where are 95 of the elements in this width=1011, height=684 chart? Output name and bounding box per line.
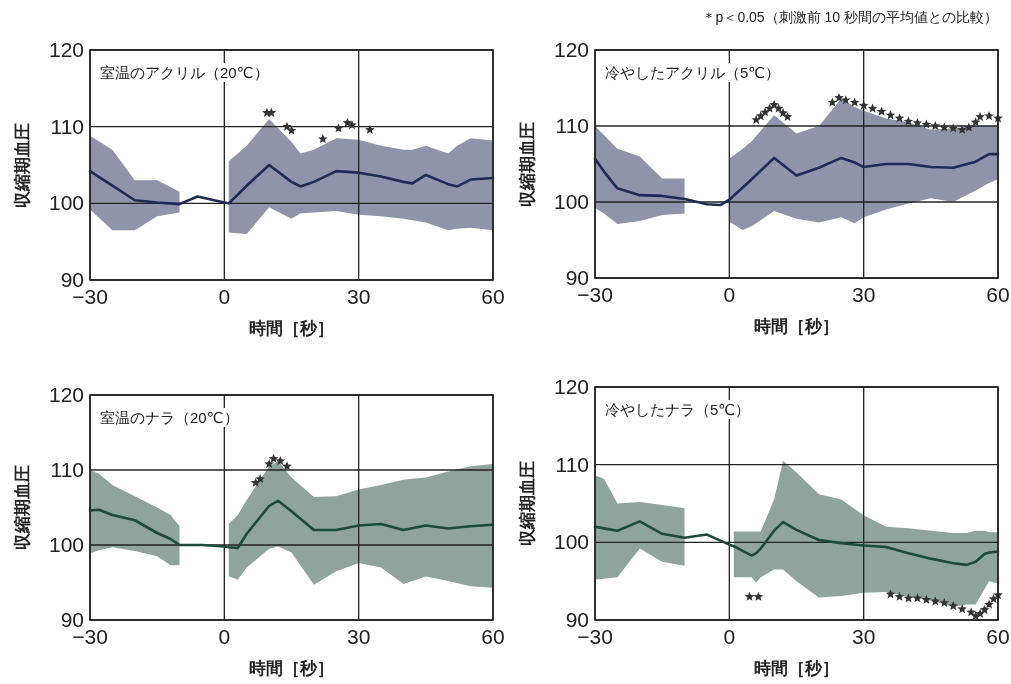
line-series (88, 163, 495, 206)
line-series (593, 520, 1000, 567)
point (930, 121, 941, 131)
point (948, 123, 958, 133)
x-tick-label: 60 (481, 285, 505, 308)
point (282, 461, 292, 471)
y-tick-label: 110 (555, 114, 589, 137)
point (755, 111, 766, 121)
point (867, 103, 878, 113)
x-tick-label: 60 (481, 625, 505, 648)
y-axis-title: 収縮期血圧 (13, 122, 32, 208)
point (841, 95, 851, 105)
y-tick-label: 100 (48, 533, 84, 556)
point (912, 117, 923, 128)
y-tick-label: 100 (48, 191, 84, 215)
point (286, 125, 297, 135)
y-tick-label: 100 (553, 190, 589, 213)
x-tick-label: 60 (986, 283, 1010, 306)
point (250, 477, 261, 487)
text: 冷やしたアクリル（5℃） (605, 64, 781, 81)
point (858, 100, 869, 110)
y-tick-label: 100 (553, 530, 589, 554)
y-tick-label: 120 (48, 38, 84, 61)
point (979, 604, 990, 614)
text: 室温のナラ（20℃） (100, 409, 239, 426)
y-tick-label: 90 (565, 266, 589, 289)
point (760, 107, 770, 117)
x-tick-label: 30 (346, 625, 371, 648)
point (778, 108, 788, 118)
point (885, 589, 896, 599)
point (275, 456, 286, 466)
x-tick-label: 0 (218, 625, 231, 648)
point (342, 117, 353, 127)
point (365, 124, 375, 134)
text: 室温のアクリル（20℃） (100, 64, 269, 81)
y-tick-label: 90 (60, 608, 84, 631)
y-axis-title: 収縮期血圧 (518, 121, 537, 207)
point (885, 110, 896, 120)
point (975, 608, 985, 618)
x-tick-label: 0 (723, 283, 736, 306)
x-tick-label: 30 (851, 283, 876, 306)
point (921, 119, 932, 129)
point (849, 97, 860, 107)
point (268, 453, 279, 463)
y-tick-label: 90 (565, 608, 589, 631)
point (264, 459, 274, 469)
point (751, 114, 761, 124)
point (939, 597, 950, 607)
y-tick-label: 120 (48, 383, 84, 406)
point (903, 593, 914, 603)
point (970, 117, 981, 127)
point (744, 591, 755, 601)
point (318, 133, 328, 143)
point (894, 113, 905, 123)
point (939, 122, 950, 132)
point (782, 111, 793, 121)
point (984, 111, 994, 121)
y-tick-label: 90 (60, 268, 84, 291)
y-axis-title: 収縮期血圧 (518, 461, 537, 546)
point (773, 103, 784, 113)
point (957, 604, 967, 614)
y-tick-label: 120 (553, 38, 589, 61)
point (957, 124, 967, 134)
point (948, 601, 958, 611)
y-axis-title: 収縮期血圧 (13, 465, 32, 550)
point (984, 599, 994, 609)
text: 冷やしたナラ（5℃） (605, 401, 751, 418)
x-tick-label: 30 (346, 285, 371, 308)
point (975, 111, 985, 121)
point (903, 116, 914, 126)
y-tick-label: 110 (50, 458, 84, 481)
x-axis-title: 時間［秒］ (249, 319, 334, 338)
point (769, 99, 779, 109)
text: ＊p＜0.05（刺激前 10 秒間の平均値との比較） (701, 9, 998, 25)
point (894, 591, 905, 601)
x-axis-title: 時間［秒］ (754, 659, 839, 678)
x-tick-label: 60 (986, 625, 1010, 648)
point (753, 591, 764, 601)
point (834, 92, 844, 102)
x-axis-title: 時間［秒］ (249, 659, 334, 678)
point (930, 596, 941, 606)
x-tick-label: 0 (218, 285, 231, 308)
point (333, 123, 344, 133)
x-tick-label: 0 (723, 625, 736, 648)
point (876, 106, 887, 116)
y-tick-label: 110 (50, 114, 84, 138)
x-axis-title: 時間［秒］ (754, 317, 839, 336)
point (964, 122, 974, 132)
point (921, 594, 932, 604)
point (827, 97, 838, 107)
point (255, 474, 265, 484)
y-tick-label: 120 (553, 375, 589, 398)
point (912, 593, 923, 603)
y-tick-label: 110 (555, 452, 589, 476)
x-tick-label: 30 (851, 625, 876, 648)
